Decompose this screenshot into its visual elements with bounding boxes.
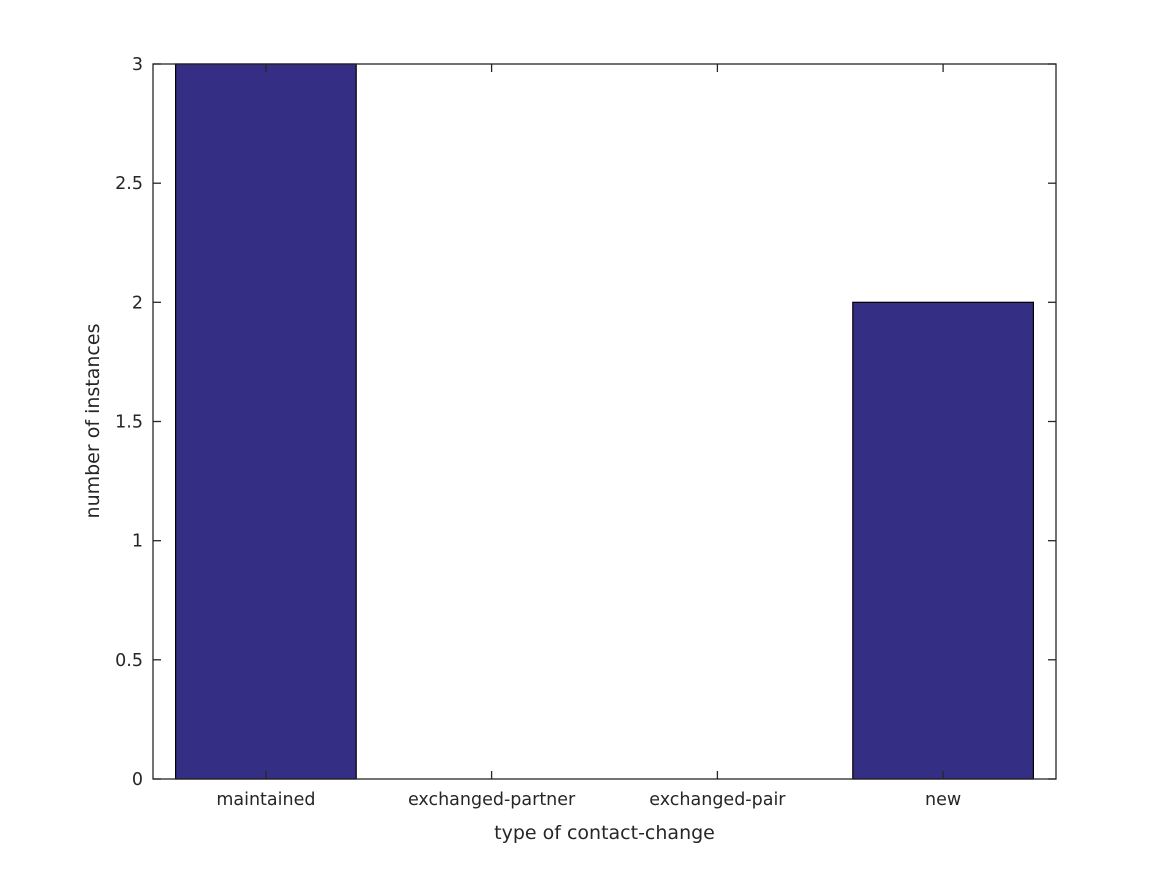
y-tick-label-2.5: 2.5 — [115, 174, 143, 194]
y-tick-label-2: 2 — [132, 293, 143, 313]
x-tick-label-maintained: maintained — [216, 790, 315, 810]
x-tick-label-exchanged-pair: exchanged-pair — [649, 790, 786, 810]
y-tick-label-1.5: 1.5 — [115, 413, 143, 433]
y-tick-label-0: 0 — [132, 770, 143, 790]
bar-new — [852, 301, 1034, 780]
y-tick-label-1: 1 — [132, 532, 143, 552]
y-axis-label: number of instances — [82, 323, 104, 519]
y-tick-label-3: 3 — [132, 55, 143, 75]
x-tick-label-new: new — [925, 790, 961, 810]
bar-maintained — [175, 63, 357, 780]
x-tick-label-exchanged-partner: exchanged-partner — [408, 790, 576, 810]
y-tick-label-0.5: 0.5 — [115, 651, 143, 671]
x-axis-label: type of contact-change — [494, 822, 715, 844]
